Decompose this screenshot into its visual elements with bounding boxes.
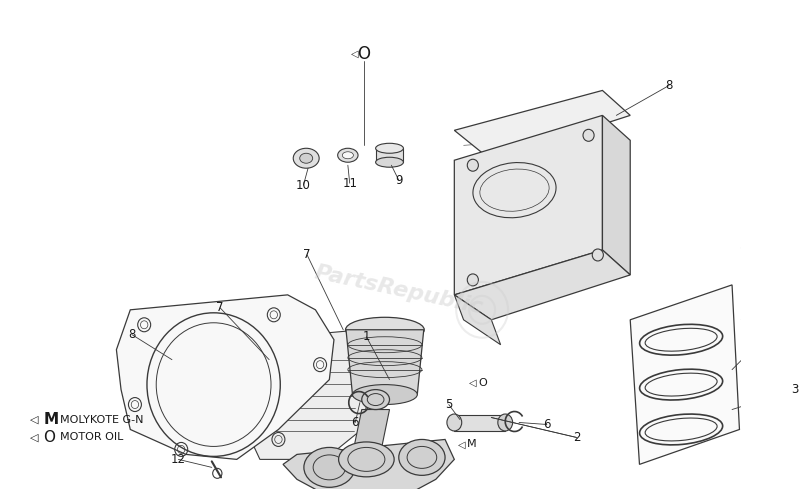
- Polygon shape: [602, 115, 630, 275]
- Polygon shape: [454, 115, 602, 295]
- Text: O: O: [478, 378, 487, 388]
- Text: 6: 6: [543, 418, 550, 431]
- Text: ◁: ◁: [469, 378, 477, 388]
- Polygon shape: [630, 285, 739, 465]
- Text: 1: 1: [362, 330, 370, 343]
- Ellipse shape: [376, 143, 403, 153]
- Polygon shape: [117, 295, 334, 460]
- Ellipse shape: [447, 414, 462, 431]
- Circle shape: [592, 249, 603, 261]
- Ellipse shape: [300, 153, 313, 163]
- Text: MOTOR OIL: MOTOR OIL: [60, 433, 123, 442]
- Text: 12: 12: [171, 453, 186, 466]
- Polygon shape: [353, 410, 390, 454]
- Text: ◁: ◁: [350, 49, 358, 58]
- Ellipse shape: [338, 442, 394, 477]
- Polygon shape: [346, 330, 424, 394]
- Text: O: O: [357, 45, 370, 63]
- Text: PartsRepublic: PartsRepublic: [313, 262, 485, 318]
- Text: 7: 7: [303, 248, 311, 262]
- Text: M: M: [43, 412, 58, 427]
- Polygon shape: [283, 440, 454, 490]
- Polygon shape: [246, 330, 376, 460]
- Text: 8: 8: [129, 328, 136, 341]
- Ellipse shape: [398, 440, 445, 475]
- Text: ◁: ◁: [30, 433, 39, 442]
- Polygon shape: [454, 295, 501, 345]
- Polygon shape: [376, 148, 403, 162]
- Ellipse shape: [346, 318, 424, 342]
- Circle shape: [467, 274, 478, 286]
- Circle shape: [467, 159, 478, 171]
- Text: 7: 7: [216, 301, 224, 314]
- Polygon shape: [454, 91, 630, 160]
- Circle shape: [583, 129, 594, 141]
- Text: 6: 6: [351, 416, 359, 429]
- Ellipse shape: [338, 148, 358, 162]
- Ellipse shape: [304, 447, 354, 488]
- Ellipse shape: [342, 152, 354, 159]
- Text: ◁: ◁: [30, 415, 39, 424]
- Text: MOLYKOTE G-N: MOLYKOTE G-N: [60, 415, 143, 424]
- Ellipse shape: [376, 157, 403, 167]
- Text: 8: 8: [666, 79, 673, 92]
- Text: ◁: ◁: [458, 440, 466, 449]
- Text: M: M: [467, 440, 477, 449]
- Ellipse shape: [362, 390, 390, 410]
- Text: 9: 9: [395, 173, 402, 187]
- Ellipse shape: [294, 148, 319, 168]
- Text: 11: 11: [342, 177, 358, 190]
- Text: 2: 2: [573, 431, 580, 444]
- Text: 10: 10: [296, 179, 311, 192]
- Polygon shape: [454, 415, 506, 432]
- Ellipse shape: [498, 414, 513, 431]
- Text: O: O: [43, 430, 55, 445]
- Text: 5: 5: [445, 398, 453, 411]
- Ellipse shape: [353, 385, 418, 405]
- Text: 3: 3: [791, 383, 798, 396]
- Polygon shape: [454, 250, 630, 320]
